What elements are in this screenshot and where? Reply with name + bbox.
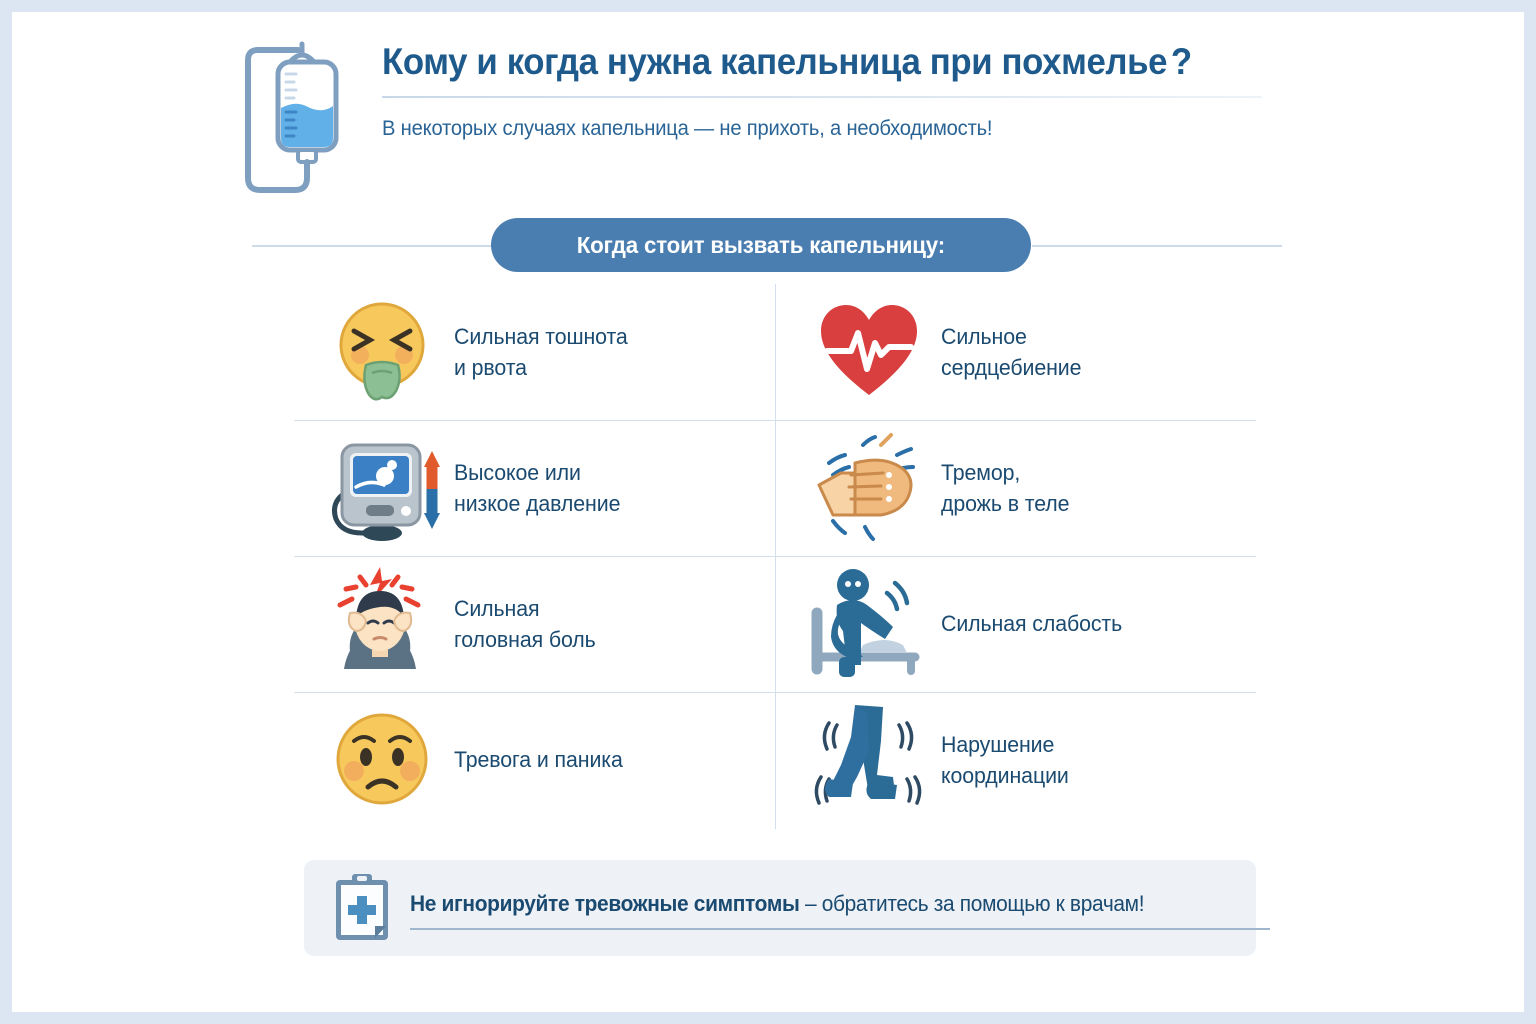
grid-row-divider-3 bbox=[294, 692, 1256, 693]
shaking-hands-icon bbox=[811, 429, 931, 547]
symptom-label-line2: и рвота bbox=[454, 355, 527, 380]
symptom-label-line1: Сильное bbox=[941, 323, 1027, 349]
blood-pressure-monitor-icon bbox=[326, 429, 446, 547]
medical-clipboard-icon bbox=[330, 872, 394, 944]
infographic-canvas: Кому и когда нужна капельница при похмел… bbox=[12, 12, 1524, 1012]
footer-divider bbox=[410, 927, 1270, 930]
symptom-label: Сильная тошнота и рвота bbox=[454, 321, 628, 383]
symptom-item-headache: Сильная головная боль bbox=[294, 556, 775, 692]
footer-message: Не игнорируйте тревожные симптомы – обра… bbox=[410, 891, 1227, 917]
symptom-label-line1: Тремор, bbox=[941, 459, 1021, 485]
symptom-item-blood-pressure: Высокое или низкое давление bbox=[294, 420, 775, 556]
page-title: Кому и когда нужна капельница при похмел… bbox=[382, 42, 1219, 82]
symptom-item-coordination: Нарушение координации bbox=[775, 692, 1256, 828]
footer-body: Не игнорируйте тревожные симптомы – обра… bbox=[410, 887, 1270, 930]
symptom-label-line2: сердцебиение bbox=[941, 355, 1082, 380]
badge-rule-left bbox=[252, 245, 500, 247]
iv-drip-bag-icon bbox=[240, 38, 360, 208]
page-subtitle: В некоторых случаях капельница — не прих… bbox=[382, 116, 993, 140]
symptom-label: Тремор, дрожь в теле bbox=[941, 457, 1069, 519]
grid-row-divider-1 bbox=[294, 420, 1256, 421]
symptom-label: Сильная слабость bbox=[941, 608, 1122, 639]
person-sitting-on-bed-icon bbox=[811, 565, 931, 683]
symptom-label: Сильное сердцебиение bbox=[941, 321, 1082, 383]
badge-rule-right bbox=[1032, 245, 1282, 247]
symptom-label: Высокое или низкое давление bbox=[454, 457, 620, 519]
symptom-label-line1: Сильная тошнота bbox=[454, 323, 628, 349]
symptom-label-line1: Тревога и паника bbox=[454, 747, 623, 773]
section-badge: Когда стоит вызвать капельницу: bbox=[491, 218, 1031, 272]
symptom-label-line1: Высокое или bbox=[454, 459, 581, 485]
footer-callout: Не игнорируйте тревожные симптомы – обра… bbox=[304, 860, 1270, 956]
footer-message-regular: – обратитесь за помощью к врачам! bbox=[799, 890, 1145, 916]
worried-face-icon bbox=[326, 701, 446, 819]
symptom-item-anxiety: Тревога и паника bbox=[294, 692, 775, 828]
page-title-text: Кому и когда нужна капельница при похмел… bbox=[382, 41, 1168, 82]
unsteady-legs-icon bbox=[811, 701, 931, 819]
section-badge-label: Когда стоит вызвать капельницу: bbox=[576, 231, 946, 258]
symptom-label-line1: Нарушение bbox=[941, 731, 1055, 757]
grid-row-divider-2 bbox=[294, 556, 1256, 557]
symptom-label: Нарушение координации bbox=[941, 729, 1069, 791]
headache-person-icon bbox=[326, 565, 446, 683]
footer-message-bold: Не игнорируйте тревожные симптомы bbox=[410, 890, 800, 916]
symptom-label-line2: головная боль bbox=[454, 627, 596, 652]
symptom-label: Тревога и паника bbox=[454, 744, 623, 775]
header-text-block: Кому и когда нужна капельница при похмел… bbox=[382, 42, 1272, 141]
heart-pulse-icon bbox=[811, 293, 931, 411]
title-divider bbox=[382, 95, 1262, 98]
vomiting-face-icon bbox=[326, 293, 446, 411]
symptom-item-palpitations: Сильное сердцебиение bbox=[775, 284, 1256, 420]
section-badge-row: Когда стоит вызвать капельницу: bbox=[252, 218, 1282, 274]
symptom-label-line2: дрожь в теле bbox=[941, 491, 1070, 516]
page-title-question-mark: ? bbox=[1170, 41, 1192, 82]
symptom-item-weakness: Сильная слабость bbox=[775, 556, 1256, 692]
symptom-label-line2: координации bbox=[941, 763, 1069, 788]
symptom-label: Сильная головная боль bbox=[454, 593, 596, 655]
symptoms-grid: Сильная тошнота и рвота Сильное сердцеби… bbox=[294, 284, 1256, 829]
symptom-item-tremor: Тремор, дрожь в теле bbox=[775, 420, 1256, 556]
symptom-label-line1: Сильная слабость bbox=[941, 611, 1123, 637]
header: Кому и когда нужна капельница при похмел… bbox=[240, 30, 1280, 205]
symptom-label-line2: низкое давление bbox=[454, 491, 621, 516]
symptom-label-line1: Сильная bbox=[454, 595, 540, 621]
symptom-item-nausea: Сильная тошнота и рвота bbox=[294, 284, 775, 420]
